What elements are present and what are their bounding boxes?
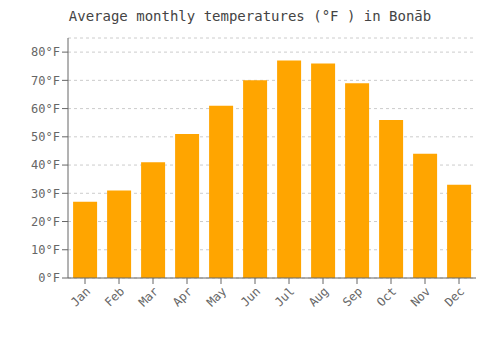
html-text:Average monthly temperatures (: Average monthly temperatures (°F ) in Bo… bbox=[68, 8, 432, 24]
svg-text:70°F: 70°F bbox=[31, 74, 60, 88]
svg-text:Dec: Dec bbox=[442, 284, 467, 309]
svg-text:Mar: Mar bbox=[136, 284, 161, 309]
svg-text:Aug: Aug bbox=[306, 284, 331, 309]
svg-text:80°F: 80°F bbox=[31, 45, 60, 59]
svg-text:50°F: 50°F bbox=[31, 130, 60, 144]
svg-text:Feb: Feb bbox=[102, 284, 127, 309]
svg-text:20°F: 20°F bbox=[31, 215, 60, 229]
svg-text:Jun: Jun bbox=[238, 284, 263, 309]
svg-text:Nov: Nov bbox=[408, 284, 433, 309]
svg-text:May: May bbox=[204, 284, 229, 309]
svg-text:Sep: Sep bbox=[340, 284, 365, 309]
svg-text:Jul: Jul bbox=[272, 284, 297, 309]
svg-text:40°F: 40°F bbox=[31, 158, 60, 172]
svg-text:Apr: Apr bbox=[170, 284, 195, 309]
svg-text:Oct: Oct bbox=[374, 284, 399, 309]
svg-text:0°F: 0°F bbox=[38, 271, 60, 285]
svg-text:Jan: Jan bbox=[68, 284, 93, 309]
svg-text:30°F: 30°F bbox=[31, 187, 60, 201]
svg-text:10°F: 10°F bbox=[31, 243, 60, 257]
svg-text:60°F: 60°F bbox=[31, 102, 60, 116]
